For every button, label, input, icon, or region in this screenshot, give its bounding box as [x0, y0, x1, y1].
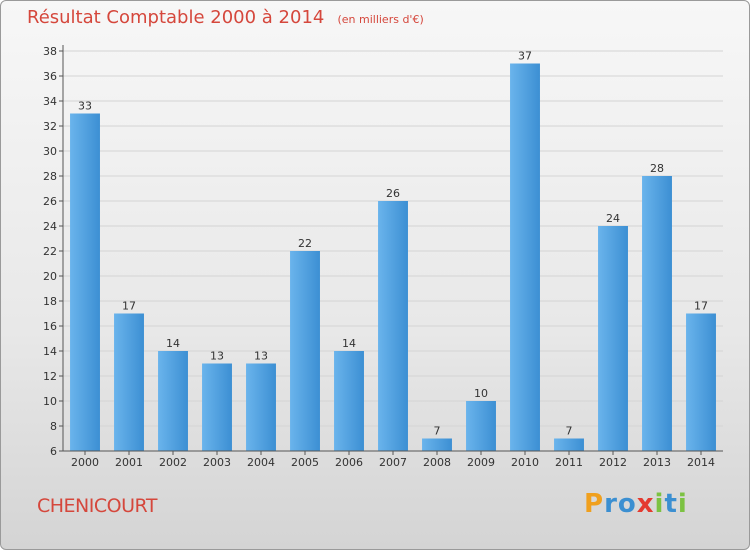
- y-tick-label: 24: [43, 220, 57, 233]
- bar-2011: [554, 438, 584, 451]
- x-tick-label-2001: 2001: [115, 456, 143, 469]
- chart-subtitle: (en milliers d'€): [337, 13, 424, 26]
- data-label-2007: 26: [386, 187, 400, 200]
- data-label-2013: 28: [650, 162, 664, 175]
- bar-2007: [378, 201, 408, 451]
- y-tick-label: 32: [43, 120, 57, 133]
- x-tick-label-2013: 2013: [643, 456, 671, 469]
- brand-letter: x: [636, 489, 655, 519]
- y-tick-label: 8: [50, 420, 57, 433]
- bar-2001: [114, 313, 144, 451]
- bar-2005: [290, 251, 320, 451]
- bar-2002: [158, 351, 188, 451]
- y-tick-label: 6: [50, 445, 57, 458]
- data-label-2003: 13: [210, 350, 224, 363]
- y-tick-label: 22: [43, 245, 57, 258]
- bar-2008: [422, 438, 452, 451]
- x-tick-label-2006: 2006: [335, 456, 363, 469]
- y-tick-label: 14: [43, 345, 57, 358]
- data-label-2000: 33: [78, 100, 92, 113]
- data-label-2005: 22: [298, 237, 312, 250]
- brand-logo: Proxiti: [584, 489, 688, 519]
- y-tick-label: 18: [43, 295, 57, 308]
- place-name: CHENICOURT: [37, 495, 157, 517]
- bar-2003: [202, 363, 232, 451]
- data-label-2006: 14: [342, 337, 356, 350]
- data-label-2009: 10: [474, 387, 488, 400]
- bar-2006: [334, 351, 364, 451]
- chart-title: Résultat Comptable 2000 à 2014: [27, 7, 325, 28]
- brand-letter: t: [664, 489, 678, 519]
- data-label-2010: 37: [518, 50, 532, 63]
- y-tick-label: 34: [43, 95, 57, 108]
- x-tick-label-2007: 2007: [379, 456, 407, 469]
- bar-2004: [246, 363, 276, 451]
- data-label-2002: 14: [166, 337, 180, 350]
- bar-2000: [70, 113, 100, 451]
- x-tick-label-2011: 2011: [555, 456, 583, 469]
- y-tick-label: 26: [43, 195, 57, 208]
- x-tick-label-2008: 2008: [423, 456, 451, 469]
- bar-2010: [510, 63, 540, 451]
- y-tick-label: 16: [43, 320, 57, 333]
- data-label-2001: 17: [122, 300, 136, 313]
- bar-2012: [598, 226, 628, 451]
- x-tick-label-2009: 2009: [467, 456, 495, 469]
- y-tick-label: 30: [43, 145, 57, 158]
- x-tick-label-2012: 2012: [599, 456, 627, 469]
- bar-2013: [642, 176, 672, 451]
- x-tick-label-2014: 2014: [687, 456, 715, 469]
- x-tick-label-2004: 2004: [247, 456, 275, 469]
- y-tick-label: 20: [43, 270, 57, 283]
- data-label-2011: 7: [566, 425, 573, 438]
- data-label-2014: 17: [694, 300, 708, 313]
- y-tick-label: 10: [43, 395, 57, 408]
- bar-2009: [466, 401, 496, 451]
- brand-letter: P: [584, 489, 605, 519]
- brand-letter: r: [604, 489, 618, 519]
- brand-letter: i: [654, 489, 665, 519]
- y-tick-label: 12: [43, 370, 57, 383]
- data-label-2008: 7: [434, 425, 441, 438]
- bar-2014: [686, 313, 716, 451]
- y-tick-label: 28: [43, 170, 57, 183]
- x-tick-label-2005: 2005: [291, 456, 319, 469]
- y-tick-label: 36: [43, 70, 57, 83]
- x-tick-label-2003: 2003: [203, 456, 231, 469]
- data-label-2004: 13: [254, 350, 268, 363]
- y-tick-label: 38: [43, 45, 57, 58]
- brand-letter: o: [617, 489, 637, 519]
- x-tick-label-2002: 2002: [159, 456, 187, 469]
- x-tick-label-2010: 2010: [511, 456, 539, 469]
- x-tick-label-2000: 2000: [71, 456, 99, 469]
- data-label-2012: 24: [606, 212, 620, 225]
- title-row: Résultat Comptable 2000 à 2014 (en milli…: [27, 7, 424, 28]
- brand-letter: i: [677, 489, 688, 519]
